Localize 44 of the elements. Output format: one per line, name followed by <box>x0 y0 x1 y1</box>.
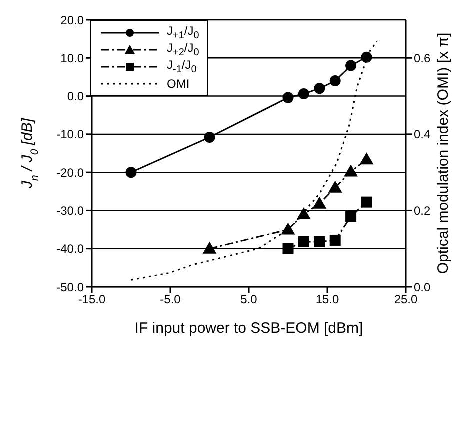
point <box>361 196 372 208</box>
x-axis-title: IF input power to SSB-EOM [dBm] <box>134 320 364 337</box>
x-tick-label: -15.0 <box>78 292 106 307</box>
y-tick-label: -50.0 <box>56 280 84 294</box>
point <box>281 222 296 235</box>
point <box>126 167 137 178</box>
y-tick-label: -30.0 <box>56 204 84 218</box>
point <box>202 242 217 254</box>
x-tick-label: -5.0 <box>160 292 182 307</box>
point <box>282 243 294 254</box>
y-tick-label: -40.0 <box>56 242 84 256</box>
y2-axis-title: Optical modulation index (OMI) [x π] <box>435 32 452 274</box>
y2-tick-label: 0.4 <box>414 128 432 142</box>
y-tick-label: 20.0 <box>60 13 84 28</box>
point <box>346 60 357 72</box>
legend-label: OMI <box>167 76 190 90</box>
y-tick-label: 10.0 <box>60 51 84 66</box>
point <box>330 76 341 87</box>
y-tick-label: 0.0 <box>67 90 84 104</box>
point <box>296 208 311 220</box>
point <box>298 88 310 100</box>
point <box>346 211 357 222</box>
point <box>312 196 327 209</box>
legend-label: J$_{+2}$/J$_{0}$ <box>167 40 200 58</box>
point <box>298 236 310 248</box>
point <box>204 132 216 143</box>
point <box>361 52 372 63</box>
y2-tick-label: 0.6 <box>414 51 432 66</box>
point <box>344 164 358 177</box>
x-tick-label: 15.0 <box>316 292 340 307</box>
point <box>314 236 326 248</box>
x-tick-label: 25.0 <box>394 292 418 307</box>
point <box>314 83 326 94</box>
legend-label: J$_{-1}$/J$_{0}$ <box>167 58 197 76</box>
y2-tick-label: 0.2 <box>414 204 432 218</box>
legend-label: J$_{+1}$/J$_{0}$ <box>167 24 200 42</box>
x-tick-label: 5.0 <box>240 292 258 307</box>
point <box>360 152 374 165</box>
point <box>282 92 294 104</box>
y2-tick-label: 0.0 <box>414 280 432 294</box>
point <box>328 180 342 193</box>
point <box>330 234 341 246</box>
y-tick-label: -20.0 <box>56 166 84 180</box>
y-tick-label: -10.0 <box>56 128 84 142</box>
